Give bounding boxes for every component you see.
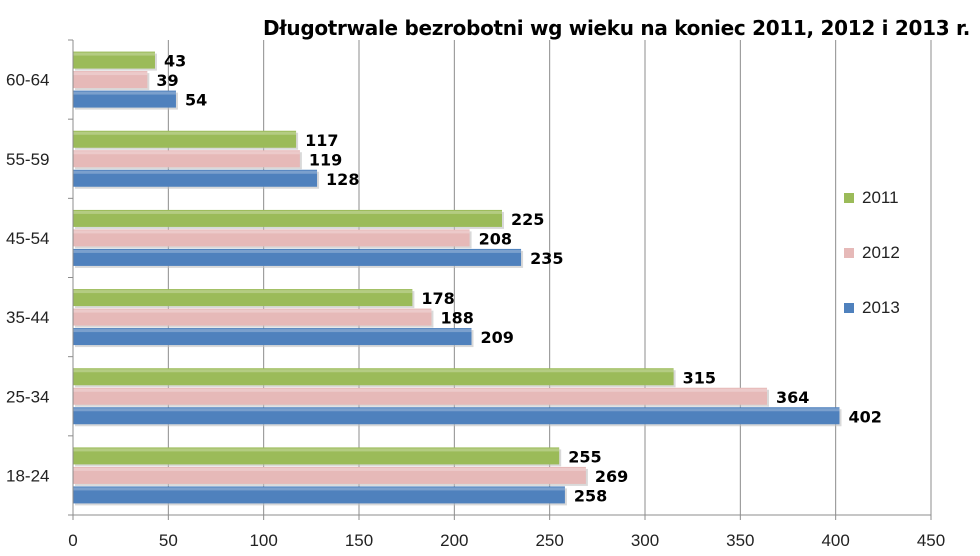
bar [73,209,502,227]
data-label: 117 [305,131,338,150]
bar [73,486,565,504]
bar [73,169,318,187]
legend-swatch [844,193,854,203]
x-tick-label: 300 [631,531,659,550]
bar-highlight [73,309,432,313]
bar [73,248,522,266]
data-label: 208 [479,229,512,248]
bar [73,150,300,168]
category-label: 18-24 [6,466,49,485]
legend-label: 2013 [862,298,900,317]
bar [73,51,155,69]
bar [73,289,413,307]
x-tick-label: 0 [68,531,77,550]
bar-highlight [73,91,176,95]
data-label: 119 [309,150,342,169]
x-tick-label: 50 [159,531,178,550]
bar-highlight [73,52,155,56]
data-label: 54 [185,91,207,110]
category-label: 55-59 [6,150,49,169]
bar-highlight [73,487,565,491]
data-label: 258 [574,486,607,505]
bar-highlight [73,151,300,155]
axes: 0 50 100 150 200 250 300 350 400 450 18-24 25-34 35-… [6,39,945,550]
bar [73,407,840,425]
bar-highlight [73,210,502,214]
data-label: 39 [156,71,178,90]
bar [73,387,768,405]
legend-swatch [844,248,854,258]
data-label: 402 [848,407,881,426]
data-label: 43 [164,52,186,71]
bar-highlight [73,408,840,412]
x-tick-label: 100 [249,531,277,550]
x-tick-label: 350 [726,531,754,550]
bar [73,71,148,89]
gridlines [167,40,932,515]
data-label: 255 [568,447,601,466]
x-tick-label: 150 [345,531,373,550]
bar-highlight [73,170,318,174]
x-tick-label: 250 [535,531,563,550]
data-label: 128 [326,170,359,189]
category-label: 35-44 [6,308,49,327]
data-label: 188 [440,309,473,328]
bars [73,51,842,506]
category-label: 60-64 [6,71,49,90]
bar-highlight [73,388,768,392]
chart-title: Długotrwale bezrobotni wg wieku na konie… [262,16,970,40]
bar [73,130,297,148]
data-label: 269 [595,467,628,486]
bar [73,308,432,326]
data-label: 209 [480,328,513,347]
bar-highlight [73,467,586,471]
bar-highlight [73,329,472,333]
bar-highlight [73,369,674,373]
legend-item: 2013 [844,298,900,318]
bar-highlight [73,290,413,294]
bar-highlight [73,131,297,135]
data-label: 315 [683,368,716,387]
x-tick-label: 400 [821,531,849,550]
x-tick-label: 200 [440,531,468,550]
legend-label: 2011 [862,188,899,207]
bar-highlight [73,72,148,76]
bar [73,328,472,346]
bar [73,466,586,484]
legend-item: 2012 [844,243,900,263]
bar [73,229,470,247]
bar [73,368,674,386]
bar-highlight [73,448,560,452]
legend-item: 2011 [844,188,899,208]
data-label: 235 [530,249,563,268]
bar-highlight [73,230,470,234]
labels: 2552692583153644021781882092252082351171… [156,52,882,506]
bar [73,447,560,465]
bar-highlight [73,249,522,253]
bar [73,90,176,108]
data-label: 364 [776,388,809,407]
legend-label: 2012 [862,243,900,262]
data-label: 225 [511,210,544,229]
category-label: 25-34 [6,387,49,406]
x-tick-label: 450 [917,531,945,550]
legend-swatch [844,303,854,313]
category-label: 45-54 [6,229,49,248]
data-label: 178 [421,289,454,308]
